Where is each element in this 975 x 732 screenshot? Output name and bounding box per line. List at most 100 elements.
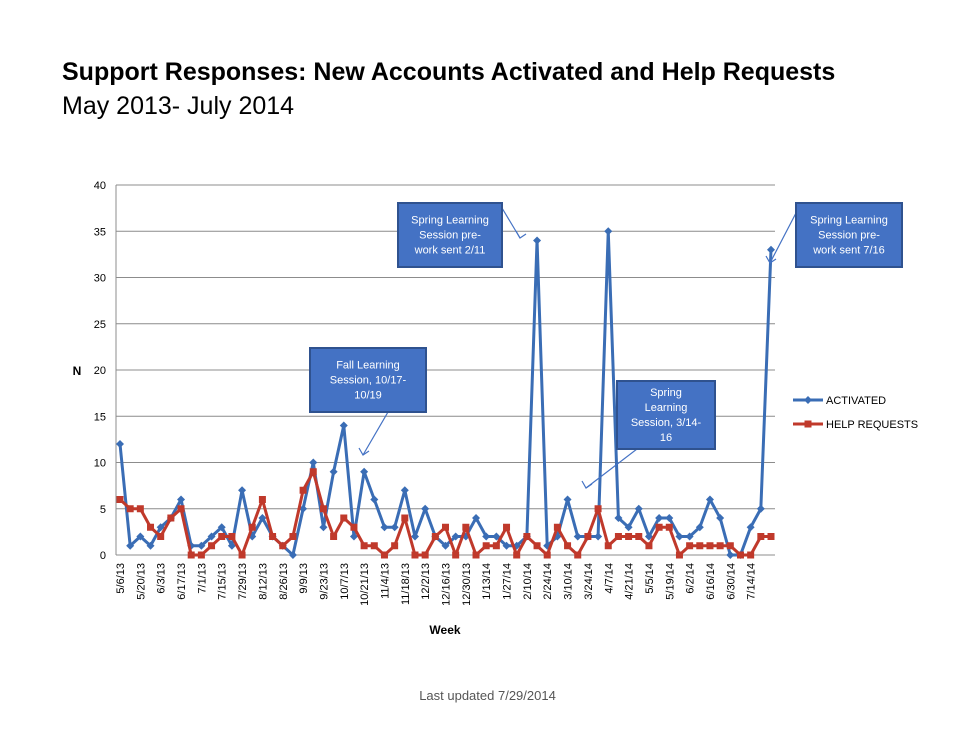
help-request-point bbox=[370, 542, 378, 550]
help-request-point bbox=[686, 542, 694, 550]
annotation-pointer bbox=[362, 411, 389, 456]
y-tick-label: 40 bbox=[94, 180, 106, 192]
x-tick-label: 12/16/13 bbox=[441, 563, 453, 606]
help-request-point bbox=[360, 542, 368, 550]
x-tick-label: 11/18/13 bbox=[400, 563, 412, 605]
help-request-point bbox=[197, 551, 205, 559]
activated-point bbox=[482, 532, 491, 541]
activated-point bbox=[767, 245, 775, 254]
help-request-point bbox=[482, 542, 490, 550]
help-request-point bbox=[462, 523, 470, 531]
x-tick-label: 6/17/13 bbox=[176, 563, 188, 600]
activated-point bbox=[421, 504, 430, 513]
x-tick-label: 6/3/13 bbox=[156, 563, 168, 594]
help-request-point bbox=[574, 551, 582, 559]
annotation-text: Session, 3/14- bbox=[631, 417, 702, 429]
x-axis-title: Week bbox=[429, 623, 460, 637]
activated-point bbox=[441, 541, 450, 550]
activated-point bbox=[329, 467, 338, 476]
chart-title: Support Responses: New Accounts Activate… bbox=[62, 58, 836, 86]
help-request-point bbox=[533, 542, 541, 550]
annotation-pointer bbox=[769, 212, 797, 264]
activated-point bbox=[492, 532, 501, 541]
help-request-point bbox=[299, 486, 307, 494]
annotation-text: Spring Learning bbox=[810, 215, 888, 227]
x-tick-label: 2/10/14 bbox=[522, 563, 534, 600]
activated-point bbox=[288, 551, 297, 559]
activated-point bbox=[126, 541, 135, 550]
help-request-point bbox=[248, 523, 256, 531]
help-request-point bbox=[279, 542, 287, 550]
activated-point bbox=[156, 523, 165, 532]
help-request-point bbox=[330, 533, 338, 540]
annotation-box bbox=[795, 202, 903, 268]
annotation-box bbox=[309, 347, 427, 413]
x-tick-label: 8/26/13 bbox=[278, 563, 290, 600]
legend-marker bbox=[804, 420, 812, 428]
activated-point bbox=[533, 236, 542, 245]
annotation-arrowhead bbox=[765, 255, 777, 264]
annotation-callout: Spring Learning Session, 3/14- 16 bbox=[581, 380, 716, 489]
activated-point bbox=[756, 504, 765, 513]
help-request-point bbox=[523, 533, 531, 540]
activated-point bbox=[319, 523, 328, 532]
annotation-text: Learning bbox=[645, 402, 688, 414]
help-request-point bbox=[442, 523, 449, 531]
activated-point bbox=[238, 486, 247, 495]
activated-point bbox=[400, 486, 409, 495]
help-request-point bbox=[503, 523, 511, 531]
x-tick-label: 12/30/13 bbox=[461, 563, 473, 606]
activated-point bbox=[116, 440, 124, 448]
help-request-point bbox=[269, 533, 277, 540]
activated-point bbox=[726, 551, 735, 559]
x-tick-label: 8/12/13 bbox=[257, 563, 269, 600]
help-request-point bbox=[401, 514, 409, 522]
activated-point bbox=[502, 541, 511, 550]
x-tick-label: 7/29/13 bbox=[237, 563, 249, 600]
x-tick-label: 5/19/14 bbox=[664, 563, 676, 600]
help-request-point bbox=[655, 523, 663, 531]
x-tick-label: 12/2/13 bbox=[420, 563, 432, 600]
x-tick-label: 7/1/13 bbox=[196, 563, 208, 594]
annotation-text: Spring bbox=[650, 387, 682, 399]
help-request-point bbox=[228, 533, 236, 540]
last-updated-note: Last updated 7/29/2014 bbox=[419, 688, 556, 703]
help-request-point bbox=[258, 496, 266, 503]
annotation-box bbox=[397, 202, 503, 268]
activated-point bbox=[370, 495, 379, 504]
help-request-point bbox=[767, 533, 775, 540]
activated-point bbox=[746, 523, 755, 532]
x-tick-label: 4/21/14 bbox=[624, 563, 636, 600]
help-request-point bbox=[513, 551, 521, 559]
x-tick-label: 7/14/14 bbox=[746, 563, 758, 600]
help-request-point bbox=[157, 533, 165, 540]
x-tick-label: 3/10/14 bbox=[563, 563, 575, 600]
y-tick-label: 5 bbox=[100, 504, 106, 516]
activated-point bbox=[299, 504, 308, 513]
annotation-text: Spring Learning bbox=[411, 215, 489, 227]
help-request-point bbox=[696, 542, 704, 550]
activated-point bbox=[349, 532, 358, 541]
help-request-point bbox=[208, 542, 216, 550]
activated-point bbox=[563, 495, 572, 504]
activated-point bbox=[594, 532, 603, 541]
activated-point bbox=[675, 532, 684, 541]
y-tick-label: 30 bbox=[94, 273, 106, 285]
help-request-point bbox=[614, 533, 622, 540]
activated-point bbox=[258, 514, 267, 522]
activated-point bbox=[197, 541, 206, 550]
annotation-arrowhead bbox=[515, 230, 527, 239]
activated-point bbox=[339, 421, 348, 430]
activated-point bbox=[573, 532, 582, 541]
help-request-point bbox=[309, 468, 317, 476]
help-request-point bbox=[564, 542, 572, 550]
activated-point bbox=[217, 523, 226, 532]
legend-label: ACTIVATED bbox=[826, 395, 886, 407]
help-request-point bbox=[136, 505, 144, 513]
x-tick-label: 5/20/13 bbox=[135, 563, 147, 600]
help-request-point bbox=[391, 542, 399, 550]
legend-marker bbox=[804, 396, 812, 404]
y-tick-label: 10 bbox=[94, 458, 106, 470]
annotation-callout: Spring Learning Session pre-work sent 7/1… bbox=[765, 202, 903, 268]
help-request-point bbox=[177, 505, 185, 513]
